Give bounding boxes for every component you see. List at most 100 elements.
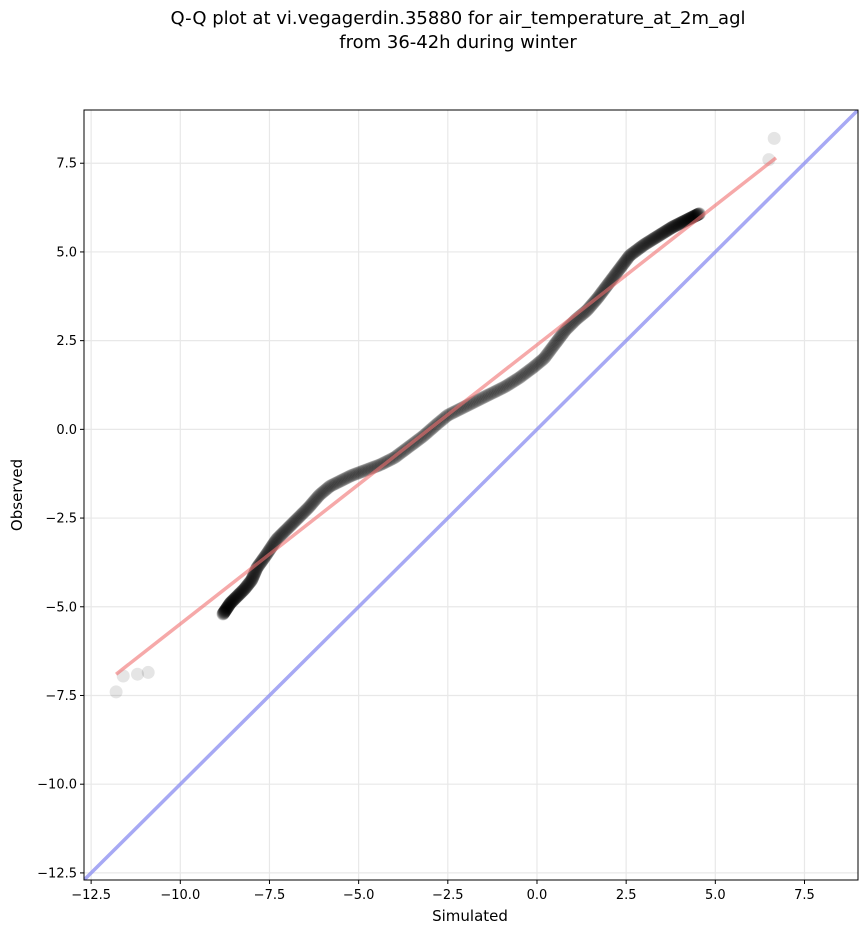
data-point bbox=[609, 266, 623, 280]
data-point bbox=[630, 243, 644, 257]
data-point bbox=[618, 254, 632, 268]
data-point bbox=[532, 356, 546, 370]
data-point bbox=[491, 383, 505, 397]
data-point bbox=[662, 222, 676, 236]
x-tick-label: −10.0 bbox=[160, 888, 200, 903]
data-point bbox=[545, 342, 559, 356]
data-point bbox=[238, 582, 252, 596]
data-point bbox=[246, 571, 260, 585]
data-point bbox=[247, 567, 261, 581]
data-point bbox=[246, 569, 260, 583]
data-point bbox=[317, 484, 331, 498]
data-point bbox=[545, 340, 559, 354]
data-point bbox=[475, 391, 489, 405]
data-point bbox=[272, 530, 286, 544]
data-point bbox=[276, 526, 290, 540]
data-point bbox=[321, 481, 335, 495]
data-point bbox=[639, 237, 653, 251]
data-point bbox=[223, 597, 237, 611]
data-point bbox=[358, 463, 372, 477]
data-point bbox=[536, 353, 550, 367]
data-point bbox=[221, 599, 235, 613]
data-point bbox=[451, 403, 465, 417]
data-point bbox=[219, 603, 233, 617]
data-point bbox=[675, 215, 689, 229]
data-point bbox=[674, 216, 688, 230]
data-point bbox=[236, 584, 250, 598]
data-point bbox=[289, 513, 303, 527]
data-point bbox=[663, 222, 677, 236]
data-point bbox=[109, 685, 123, 699]
data-point bbox=[661, 223, 675, 237]
data-point bbox=[307, 494, 321, 508]
data-point bbox=[607, 269, 621, 283]
data-point bbox=[652, 229, 666, 243]
data-point bbox=[141, 665, 155, 679]
y-tick-label: 7.5 bbox=[56, 157, 77, 172]
data-point bbox=[312, 489, 326, 503]
data-point bbox=[270, 532, 284, 546]
data-point bbox=[327, 477, 341, 491]
data-point bbox=[500, 378, 514, 392]
data-point bbox=[664, 221, 678, 235]
data-point bbox=[331, 475, 345, 489]
data-point bbox=[497, 380, 511, 394]
data-point bbox=[338, 472, 352, 486]
data-point bbox=[292, 510, 306, 524]
data-point bbox=[234, 585, 248, 599]
data-point bbox=[291, 511, 305, 525]
data-point bbox=[323, 479, 337, 493]
data-point bbox=[251, 559, 265, 573]
data-point bbox=[284, 518, 298, 532]
data-point bbox=[221, 600, 235, 614]
data-point bbox=[222, 599, 236, 613]
data-point bbox=[226, 594, 240, 608]
data-point bbox=[658, 225, 672, 239]
data-point bbox=[306, 495, 320, 509]
data-point bbox=[230, 589, 244, 603]
data-point bbox=[218, 604, 232, 618]
data-point bbox=[482, 387, 496, 401]
data-point bbox=[314, 487, 328, 501]
data-point bbox=[476, 390, 490, 404]
data-point bbox=[330, 476, 344, 490]
data-point bbox=[555, 328, 569, 342]
y-tick-label: −12.5 bbox=[37, 866, 77, 881]
data-point bbox=[496, 381, 510, 395]
data-point bbox=[499, 379, 513, 393]
data-point bbox=[351, 466, 365, 480]
data-point bbox=[231, 589, 245, 603]
data-point bbox=[647, 232, 661, 246]
data-point bbox=[637, 238, 651, 252]
data-point bbox=[277, 525, 291, 539]
data-point bbox=[612, 263, 626, 277]
data-point bbox=[293, 509, 307, 523]
data-point bbox=[355, 465, 369, 479]
data-point bbox=[224, 595, 238, 609]
data-point bbox=[672, 217, 686, 231]
data-point bbox=[226, 593, 240, 607]
data-point bbox=[245, 572, 259, 586]
data-point bbox=[487, 385, 501, 399]
y-tick-label: 2.5 bbox=[56, 334, 77, 349]
data-point bbox=[519, 366, 533, 380]
data-point bbox=[297, 505, 311, 519]
data-point bbox=[513, 370, 527, 384]
data-point bbox=[671, 217, 685, 231]
data-point bbox=[235, 585, 249, 599]
data-point bbox=[631, 242, 645, 256]
data-point bbox=[222, 598, 236, 612]
data-point bbox=[241, 578, 255, 592]
data-point bbox=[675, 215, 689, 229]
data-point bbox=[624, 247, 638, 261]
data-point bbox=[322, 480, 336, 494]
data-point bbox=[610, 265, 624, 279]
data-point bbox=[490, 384, 504, 398]
data-point bbox=[540, 348, 554, 362]
data-point bbox=[619, 253, 633, 267]
data-point bbox=[518, 367, 532, 381]
data-point bbox=[243, 575, 257, 589]
y-tick-label: −5.0 bbox=[45, 600, 77, 615]
chart-title-line-2: from 36-42h during winter bbox=[339, 32, 577, 53]
data-point bbox=[521, 365, 535, 379]
